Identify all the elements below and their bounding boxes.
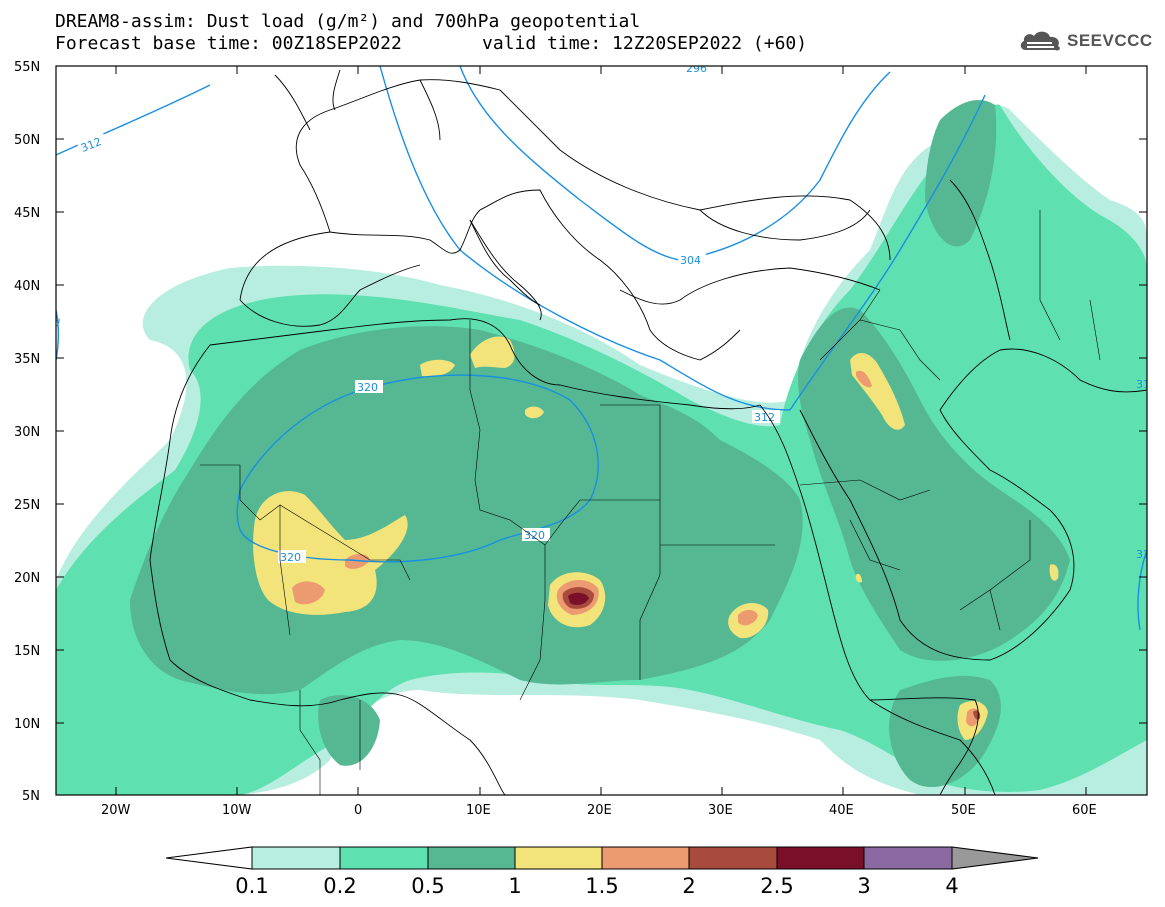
contour-label: 320 (357, 381, 378, 394)
lat-label: 25N (14, 498, 40, 513)
contour-label: 320 (524, 529, 545, 542)
colorbar-label: 1.5 (585, 874, 618, 898)
lon-label: 30E (708, 803, 733, 818)
contour-label: 32 (1136, 548, 1150, 561)
colorbar-label: 0.2 (323, 874, 356, 898)
contour-label: 304 (680, 254, 701, 267)
lon-label: 50E (951, 803, 976, 818)
lat-label: 20N (14, 571, 40, 586)
colorbar-swatch (776, 846, 865, 870)
axis-ticks (56, 66, 1147, 795)
lon-label: 60E (1072, 803, 1097, 818)
contour-label: 296 (686, 62, 707, 75)
lon-label: 20E (587, 803, 612, 818)
colorbar-swatch (427, 846, 516, 870)
latitude-labels: 55N 50N 45N 40N 35N 30N 25N 20N 15N 10N … (14, 60, 40, 804)
valid-time: valid time: 12Z20SEP2022 (+60) (482, 33, 808, 54)
lat-label: 55N (14, 60, 40, 75)
contour-label: 31 (1136, 378, 1150, 391)
colorbar (165, 846, 1039, 870)
seevccc-logo: SEEVCCC (1018, 28, 1153, 54)
lon-label: 0 (354, 803, 362, 818)
lat-label: 5N (22, 789, 40, 804)
contour-labels: 312 296 304 320 320 320 312 32 31 32 (49, 62, 1150, 564)
lat-label: 50N (14, 133, 40, 148)
longitude-labels: 20W 10W 0 10E 20E 30E 40E 50E 60E (101, 803, 1097, 818)
cloud-icon (1020, 31, 1060, 51)
lat-label: 35N (14, 352, 40, 367)
map-title: DREAM8-assim: Dust load (g/m²) and 700hP… (55, 11, 641, 32)
lat-label: 15N (14, 644, 40, 659)
lon-label: 20W (101, 803, 131, 818)
colorbar-swatch (514, 846, 603, 870)
lat-label: 40N (14, 279, 40, 294)
colorbar-label: 3 (857, 874, 870, 898)
coastlines (149, 69, 1147, 795)
lon-label: 10E (466, 803, 491, 818)
dust-field (56, 100, 1147, 795)
colorbar-low-arrow (165, 846, 253, 870)
forecast-base-time: Forecast base time: 00Z18SEP2022 (55, 33, 402, 54)
lat-label: 10N (14, 717, 40, 732)
colorbar-swatch (863, 846, 953, 870)
lat-label: 30N (14, 425, 40, 440)
country-borders (200, 210, 1101, 795)
colorbar-labels: 0.1 0.2 0.5 1 1.5 2 2.5 3 4 (235, 874, 958, 898)
colorbar-swatch (251, 846, 341, 870)
contour-label: 320 (280, 551, 301, 564)
colorbar-swatch (688, 846, 778, 870)
contour-label: 32 (49, 316, 63, 331)
colorbar-label: 4 (945, 874, 958, 898)
logo-text: SEEVCCC (1067, 31, 1153, 50)
colorbar-swatch (601, 846, 690, 870)
lon-label: 40E (829, 803, 854, 818)
lat-label: 45N (14, 206, 40, 221)
colorbar-label: 2.5 (760, 874, 793, 898)
lon-label: 10W (222, 803, 252, 818)
colorbar-label: 0.1 (235, 874, 268, 898)
colorbar-label: 2 (682, 874, 695, 898)
colorbar-swatch (339, 846, 429, 870)
colorbar-high-arrow (951, 846, 1039, 870)
colorbar-label: 0.5 (411, 874, 444, 898)
contour-label: 312 (754, 411, 775, 424)
colorbar-label: 1 (508, 874, 521, 898)
